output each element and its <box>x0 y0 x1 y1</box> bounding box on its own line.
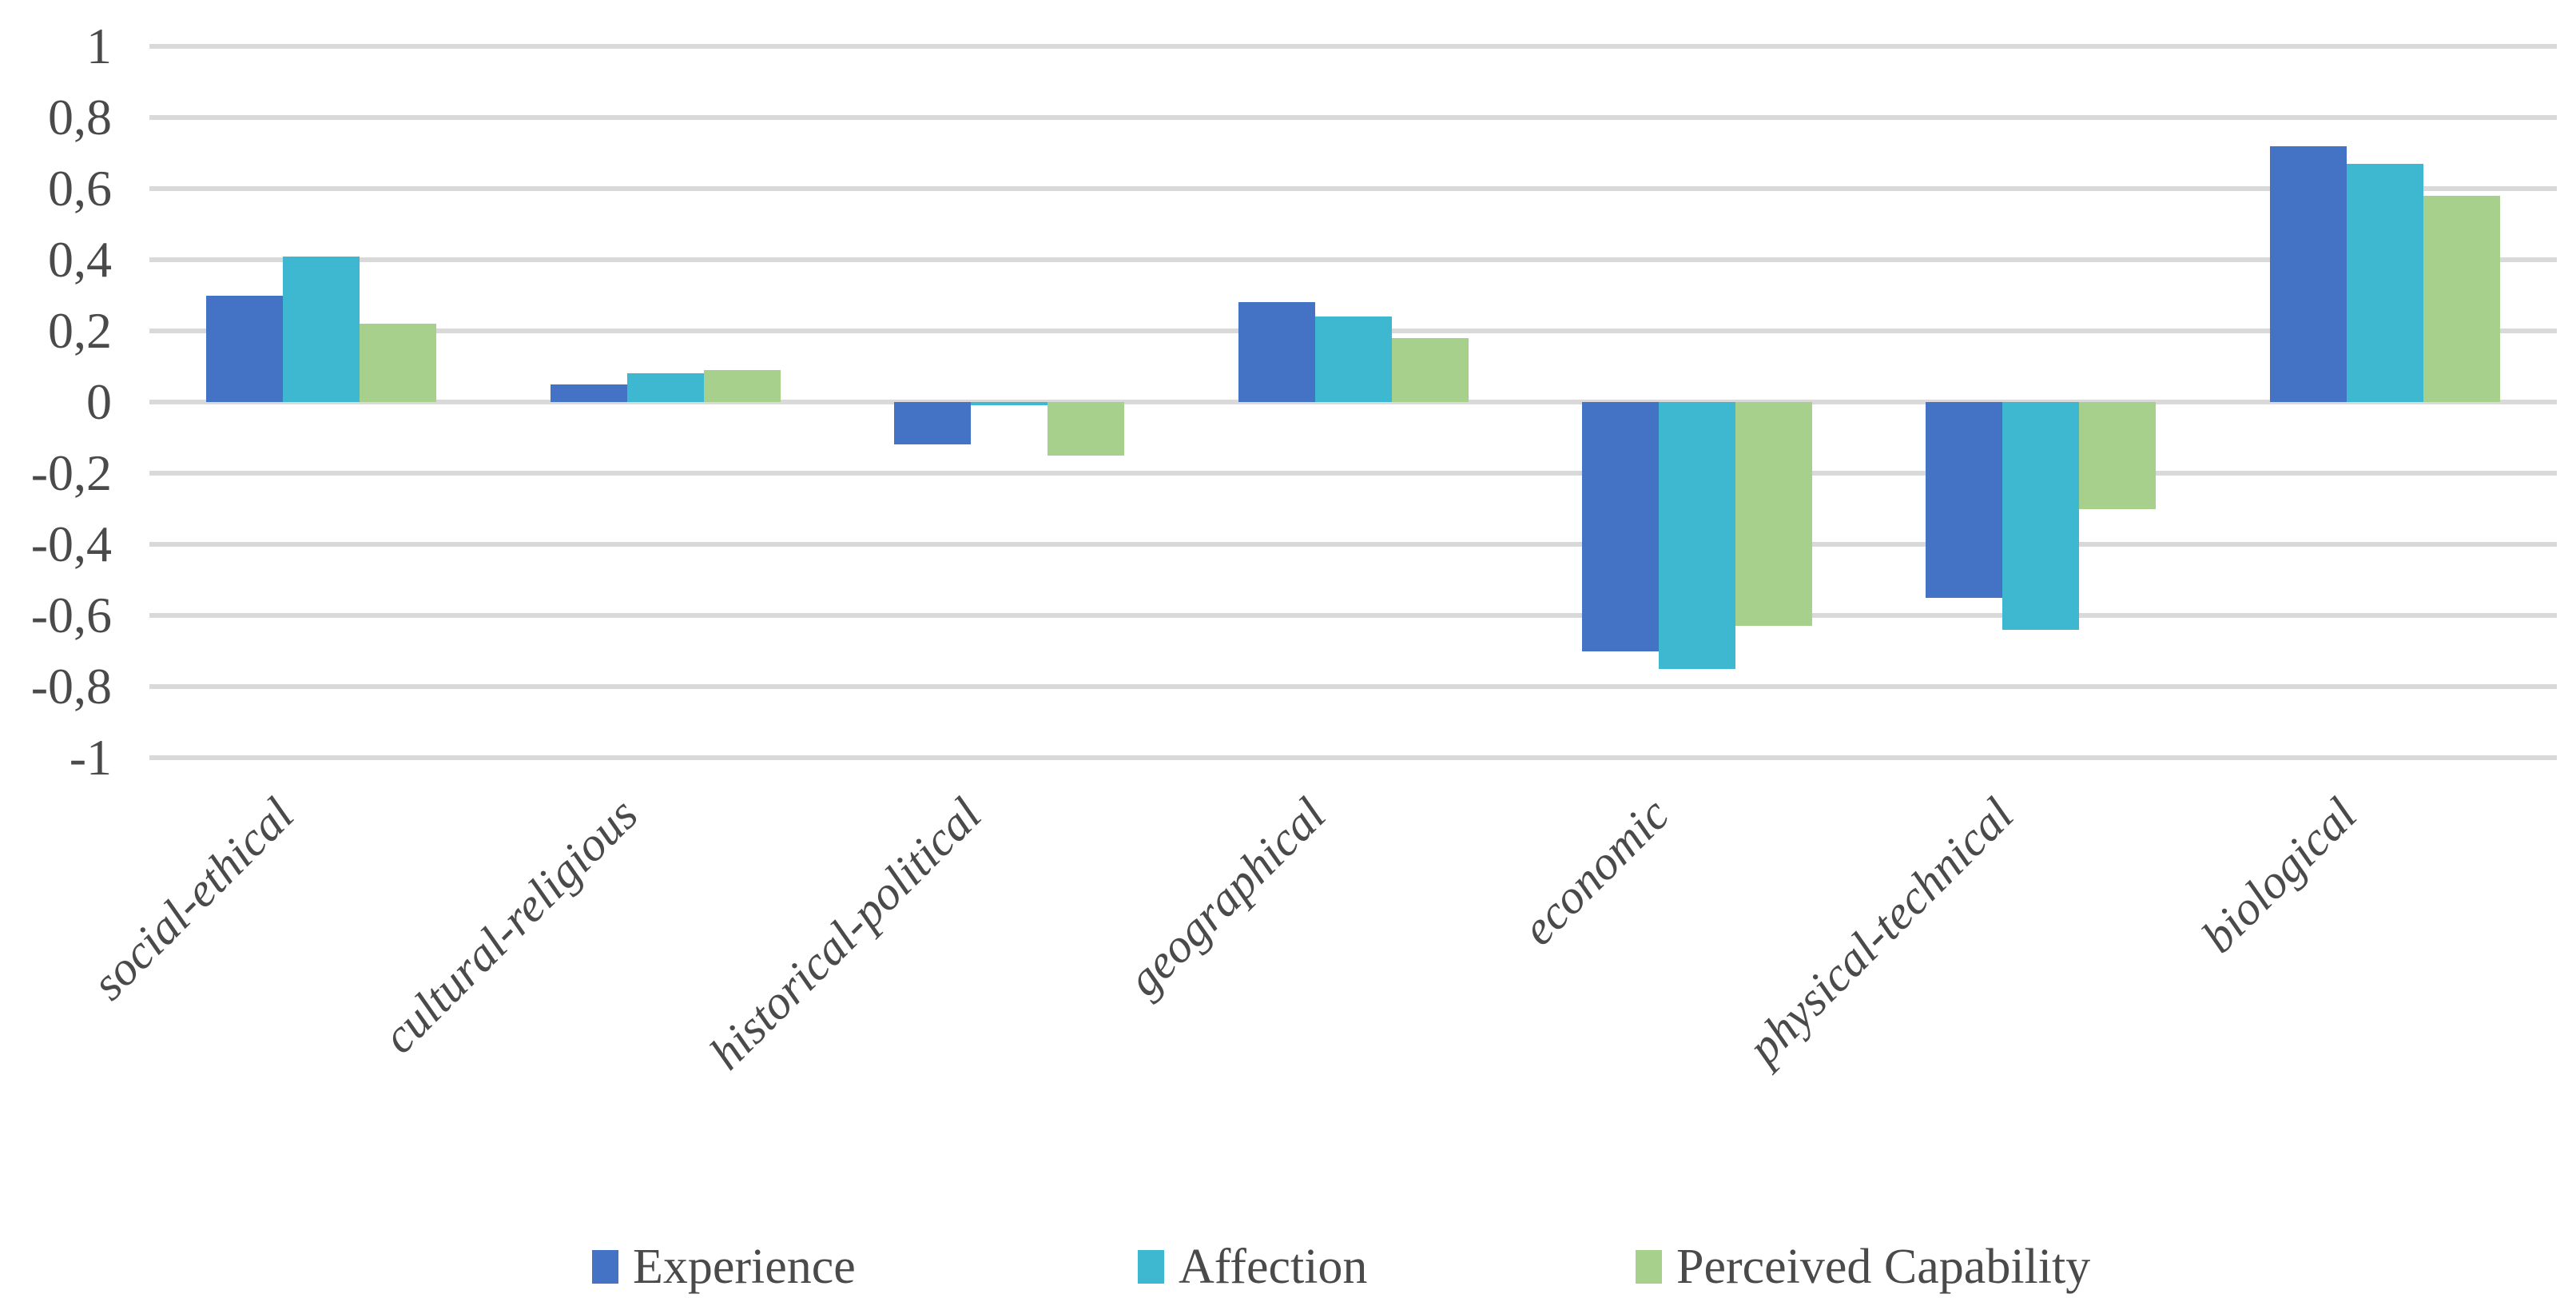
bar-affection-economic <box>1658 402 1735 669</box>
bar-experience-cultural-religious <box>550 384 627 402</box>
gridline <box>149 542 2557 547</box>
legend-label-experience: Experience <box>633 1239 856 1294</box>
bar-experience-physical-technical <box>1926 402 2003 598</box>
bar-perceived-capability-historical-political <box>1047 402 1125 456</box>
y-tick-label: 0,2 <box>48 302 112 359</box>
bar-affection-geographical <box>1314 317 1392 402</box>
bar-experience-historical-political <box>894 402 972 445</box>
y-tick-label: 0,6 <box>48 160 112 217</box>
legend-item-experience: Experience <box>592 1231 856 1303</box>
bar-experience-geographical <box>1238 302 1315 402</box>
bar-affection-biological <box>2346 163 2423 402</box>
category-label-geographical: geographical <box>1116 787 1335 1006</box>
gridline <box>149 755 2557 760</box>
bar-affection-physical-technical <box>2002 402 2080 630</box>
category-label-economic: economic <box>1512 787 1680 955</box>
bar-perceived-capability-biological <box>2423 195 2500 402</box>
category-label-historical-political: historical-political <box>699 787 992 1080</box>
gridline <box>149 115 2557 120</box>
gridline <box>149 400 2557 404</box>
legend-label-affection: Affection <box>1179 1239 1368 1294</box>
y-tick-label: 1 <box>86 18 112 74</box>
plot-area <box>149 44 2557 760</box>
gridline <box>149 613 2557 618</box>
y-tick-label: -0,4 <box>30 516 112 572</box>
bar-perceived-capability-social-ethical <box>360 324 437 402</box>
bar-affection-cultural-religious <box>626 373 704 402</box>
category-label-social-ethical: social-ethical <box>81 787 304 1010</box>
gridline <box>149 186 2557 191</box>
bar-affection-historical-political <box>971 402 1048 406</box>
gridline <box>149 684 2557 689</box>
category-label-physical-technical: physical-technical <box>1737 787 2023 1074</box>
bar-experience-biological <box>2269 145 2347 402</box>
y-tick-label: 0,4 <box>48 231 112 288</box>
y-tick-label: -0,2 <box>30 444 112 501</box>
legend-item-perceived-capability: Perceived Capability <box>1636 1231 2090 1303</box>
y-tick-label: -1 <box>69 729 112 786</box>
legend-label-perceived-capability: Perceived Capability <box>1676 1239 2091 1294</box>
experience-swatch-icon <box>592 1250 618 1284</box>
bar-perceived-capability-cultural-religious <box>703 369 781 402</box>
category-label-cultural-religious: cultural-religious <box>372 787 648 1064</box>
gridline <box>149 471 2557 476</box>
y-tick-label: 0,8 <box>48 89 112 145</box>
bar-perceived-capability-geographical <box>1391 337 1469 402</box>
category-label-biological: biological <box>2192 787 2367 963</box>
bar-perceived-capability-economic <box>1735 402 1812 627</box>
y-tick-label: -0,8 <box>30 658 112 715</box>
bar-perceived-capability-physical-technical <box>2079 402 2157 509</box>
gridline <box>149 44 2557 49</box>
bar-experience-economic <box>1581 402 1659 651</box>
gridline <box>149 257 2557 262</box>
y-tick-label: -0,6 <box>30 587 112 643</box>
y-tick-label: 0 <box>86 373 112 430</box>
bar-experience-social-ethical <box>206 295 284 402</box>
legend-item-affection: Affection <box>1138 1231 1367 1303</box>
perceived-capability-swatch-icon <box>1636 1250 1662 1284</box>
legend: Experience Affection Perceived Capabilit… <box>0 1231 2576 1303</box>
bar-affection-social-ethical <box>283 256 360 402</box>
affection-swatch-icon <box>1138 1250 1164 1284</box>
